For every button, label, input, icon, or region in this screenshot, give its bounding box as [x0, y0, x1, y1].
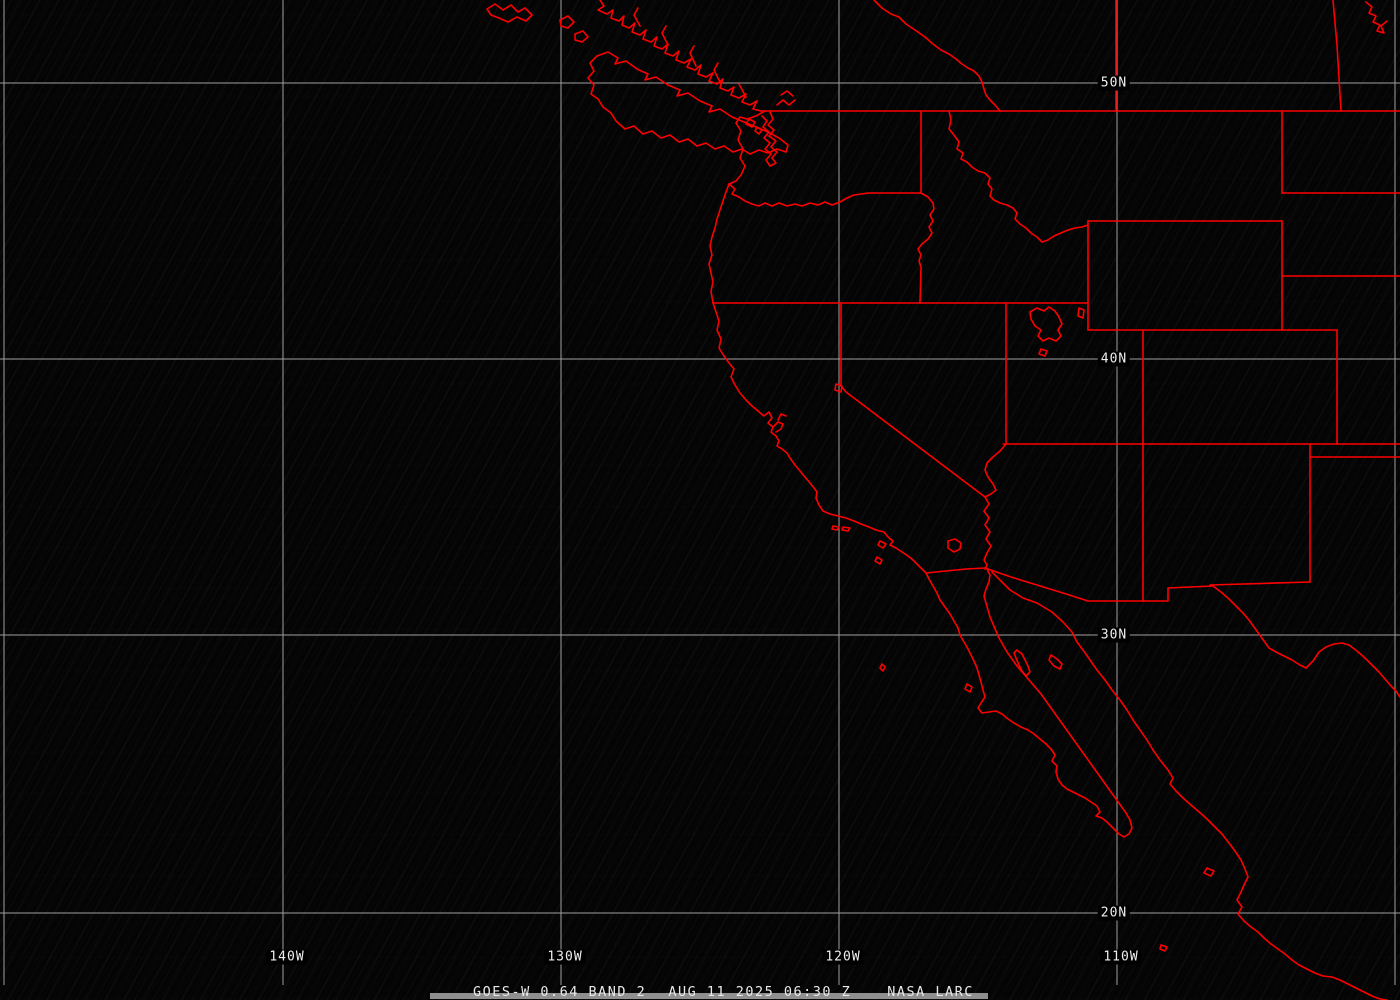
sf-bay-path: [772, 413, 787, 433]
columbia-river-border-path: [728, 183, 922, 207]
grid-label-110w: 110W: [1100, 949, 1142, 965]
bc-islands-3-path: [574, 30, 589, 43]
bc-fjord-5-path: [738, 83, 747, 98]
isla-guadalupe-path: [879, 663, 886, 672]
grid-label-30n: 30N: [1097, 627, 1131, 643]
salton-sea-path: [947, 538, 962, 553]
grid-label-140w: 140W: [266, 949, 308, 965]
pacific-coast-path: [708, 183, 1133, 838]
bear-lake-path: [1077, 307, 1085, 319]
isla-san-clemente-path: [874, 556, 883, 565]
caption-datetime: AUG 11 2025 06:30 Z: [668, 984, 852, 1000]
isla-angel-guarda-path: [1013, 649, 1031, 677]
islas-tres-marias-path: [1159, 944, 1168, 952]
bc-fjord-1-path: [633, 7, 641, 27]
nm-mexico-rio-grande-path: [1142, 585, 1400, 698]
vancouver-island-path: [587, 51, 789, 155]
utah-lake-path: [1038, 348, 1048, 357]
bc-alberta-border-path: [873, 0, 1001, 112]
bc-coast-path: [597, 0, 766, 112]
great-salt-lake-path: [1029, 306, 1063, 342]
isla-tiburon-path: [1048, 654, 1063, 670]
caption-credit: NASA LARC: [887, 984, 974, 1000]
mt-id-border-path: [948, 110, 1089, 243]
bc-fjord-4-path: [713, 62, 722, 85]
vancouver-inlets-path: [776, 90, 796, 106]
lake-tahoe-path: [834, 383, 843, 393]
grid-label-20n: 20N: [1097, 905, 1131, 921]
nm-tx-32n-border-path: [1209, 581, 1311, 586]
wa-coast-path: [728, 110, 766, 185]
bc-fjord-2-path: [661, 25, 669, 46]
isla-catalina-path: [877, 540, 887, 549]
channel-islands-path: [831, 525, 851, 532]
grid-label-120w: 120W: [822, 949, 864, 965]
isla-cedros-path: [964, 683, 973, 693]
nv-az-river-border-path: [984, 443, 1007, 498]
grid-label-40n: 40N: [1097, 351, 1131, 367]
bc-islands-1-path: [486, 3, 533, 23]
puget-sound-path: [761, 111, 778, 167]
ca-mexico-border-path: [925, 567, 986, 574]
grid-label-130w: 130W: [544, 949, 586, 965]
ca-az-river-border-path: [983, 496, 992, 570]
snake-river-border-path: [917, 192, 935, 304]
ca-nv-border-path: [840, 302, 986, 498]
grid-label-50n: 50N: [1097, 75, 1131, 91]
az-mexico-border-path: [984, 567, 1144, 602]
sinaloa-island-path: [1203, 867, 1215, 877]
saskatchewan-manitoba-border-path: [1332, 0, 1342, 112]
caption-instrument: GOES-W 0.64 BAND 2: [473, 984, 647, 1000]
gulf-islands-path: [745, 118, 763, 135]
image-caption: GOES-W 0.64 BAND 2 AUG 11 2025 06:30 Z N…: [473, 985, 974, 999]
bc-fjord-3-path: [689, 45, 697, 67]
manitoba-river-path: [1365, 1, 1388, 34]
sonora-sinaloa-coast-path: [991, 571, 1388, 1000]
bc-islands-2-path: [559, 15, 575, 29]
